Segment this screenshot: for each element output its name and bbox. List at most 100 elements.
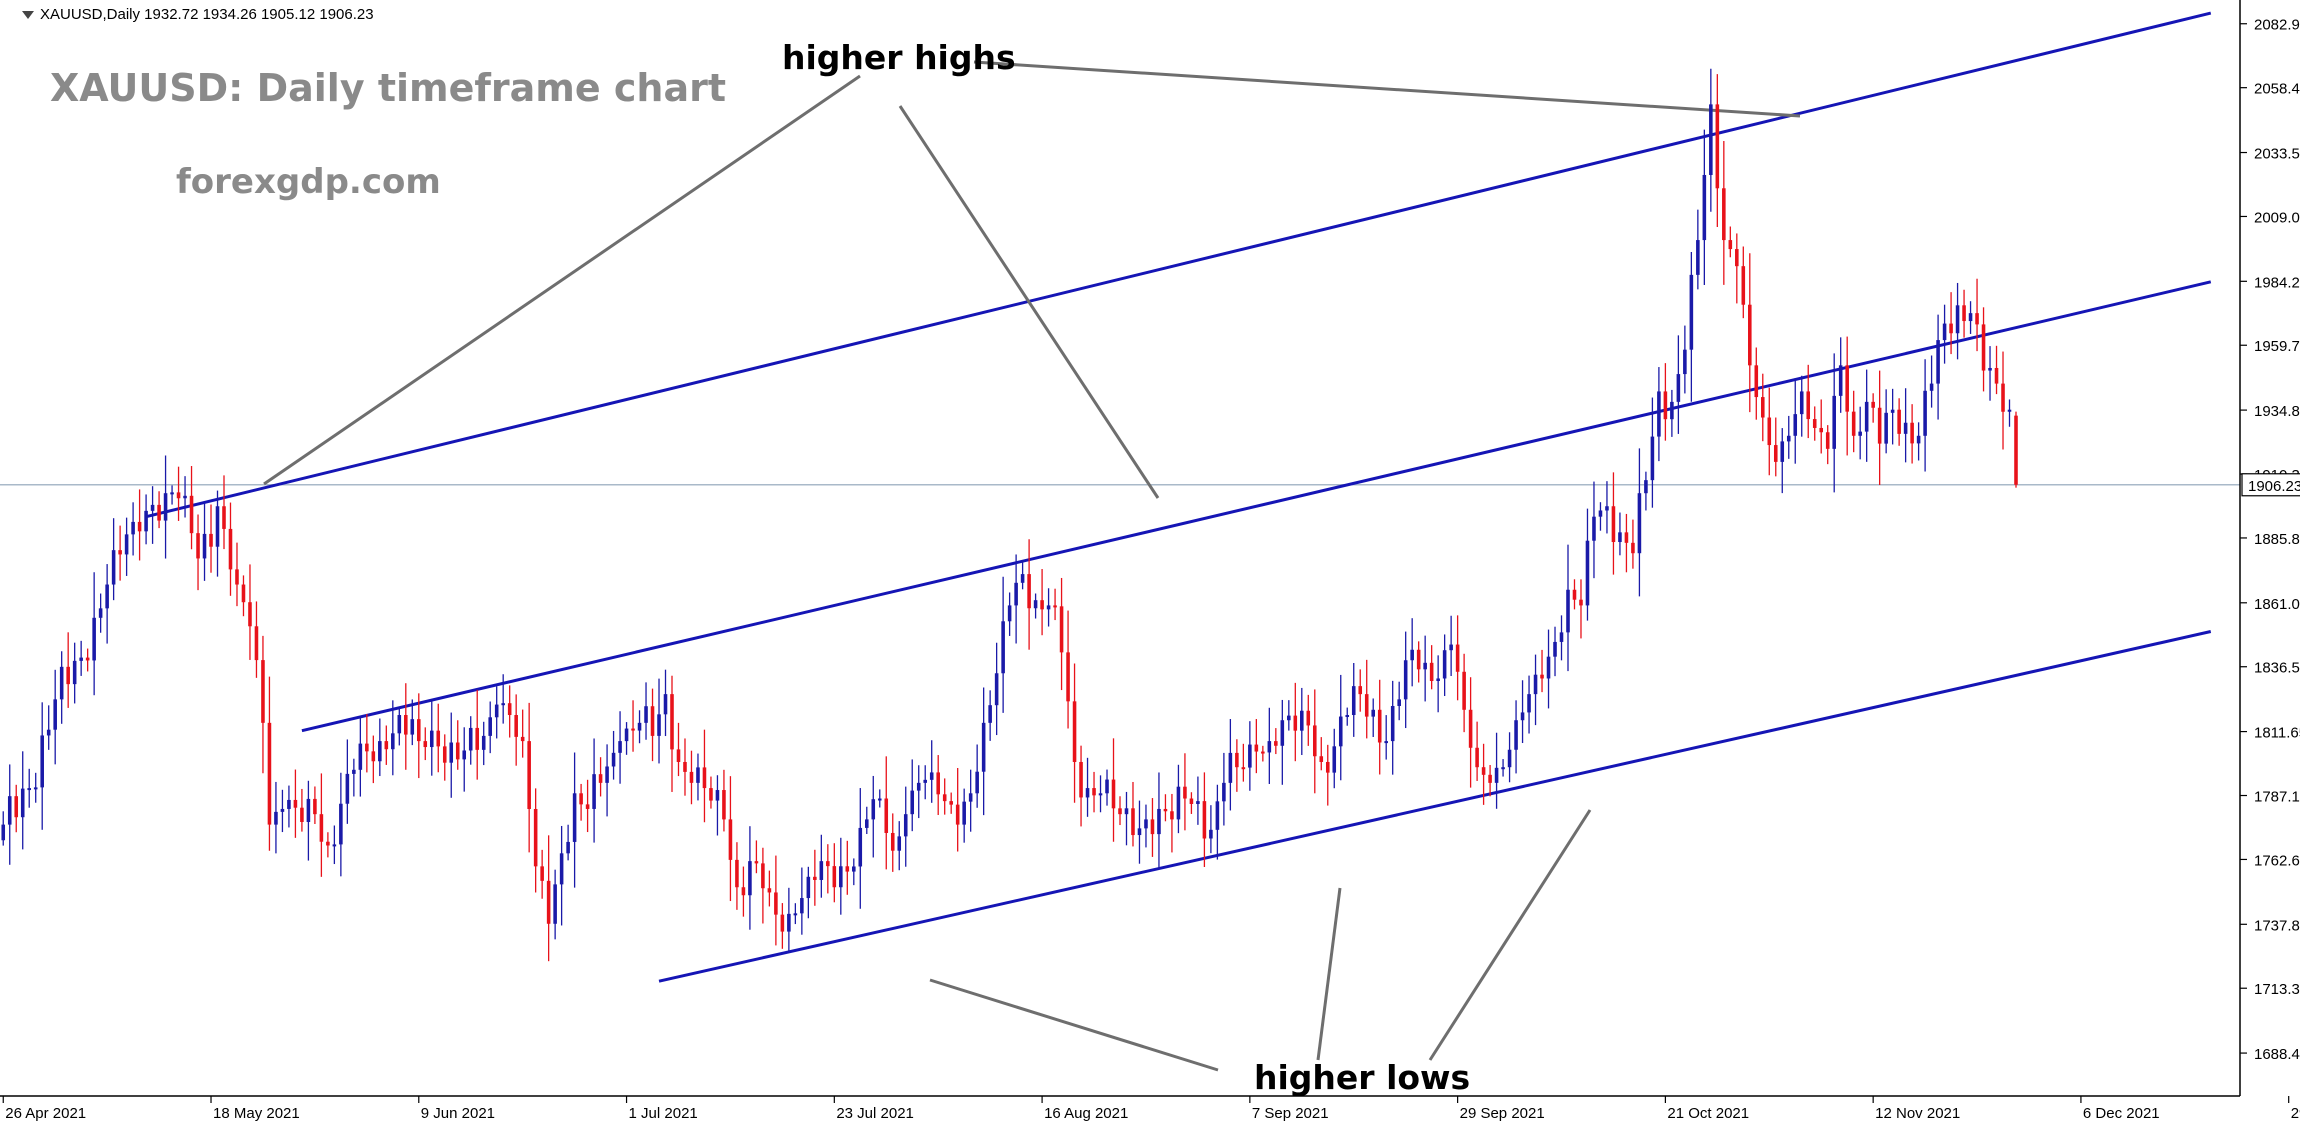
- candle-body: [1397, 699, 1401, 706]
- candle: [1312, 689, 1317, 794]
- candle: [449, 712, 454, 798]
- candle: [1053, 588, 1057, 621]
- candle-body: [7, 796, 12, 825]
- candle: [910, 759, 915, 832]
- annotation-pointer-3: [973, 60, 1801, 118]
- candle-body: [1364, 694, 1369, 717]
- candle-body: [475, 727, 480, 750]
- candle: [494, 686, 499, 739]
- candle-body: [1085, 788, 1090, 798]
- candle-body: [1786, 435, 1791, 442]
- candle: [423, 727, 428, 761]
- candle-body: [1923, 390, 1927, 436]
- candle-body: [1092, 788, 1096, 796]
- candle-body: [332, 844, 337, 847]
- candle: [429, 699, 434, 776]
- candle: [592, 738, 596, 843]
- candle-body: [644, 706, 648, 723]
- candle-body: [274, 811, 278, 825]
- candle-body: [1572, 589, 1577, 600]
- candle: [1300, 687, 1304, 756]
- candle-body: [540, 866, 544, 881]
- channel-line-3[interactable]: [658, 630, 2212, 983]
- channel-line-2[interactable]: [301, 280, 2212, 733]
- candle: [1189, 792, 1194, 814]
- candle-body: [1079, 761, 1083, 798]
- candle: [1364, 659, 1369, 739]
- triangle-down-icon[interactable]: [22, 11, 34, 20]
- candle-body: [903, 814, 908, 837]
- candle: [1222, 752, 1226, 826]
- candle: [1767, 387, 1772, 476]
- candle-body: [598, 774, 603, 783]
- candle-body: [410, 719, 415, 735]
- symbol-header[interactable]: XAUUSD,Daily 1932.72 1934.26 1905.12 190…: [22, 6, 374, 23]
- candle: [488, 701, 492, 754]
- candle-body: [1962, 305, 1966, 322]
- candle: [475, 689, 480, 780]
- candle: [59, 651, 64, 724]
- candle: [105, 564, 109, 644]
- y-tick-label: 1688.45: [2254, 1046, 2300, 1063]
- candle-body: [579, 793, 583, 805]
- candle: [546, 835, 551, 962]
- candle: [1663, 363, 1668, 441]
- candle-body: [2007, 409, 2012, 412]
- candle-body: [1877, 407, 1882, 444]
- candle: [1838, 337, 1843, 413]
- candle-body: [520, 736, 525, 742]
- candle: [339, 772, 343, 877]
- candle: [14, 784, 19, 833]
- channel-line-1[interactable]: [145, 11, 2212, 519]
- candle-body: [1799, 391, 1804, 415]
- candle-body: [806, 876, 811, 899]
- candle-body: [890, 832, 895, 851]
- candle: [1968, 301, 1973, 334]
- candle: [1540, 649, 1544, 693]
- x-tick-label: 26 Apr 2021: [5, 1105, 86, 1122]
- candle: [1325, 744, 1330, 806]
- candle: [514, 694, 518, 766]
- candle: [1455, 615, 1460, 701]
- candle: [98, 593, 103, 633]
- candle-body: [728, 819, 733, 860]
- x-tick-label: 6 Dec 2021: [2083, 1105, 2160, 1122]
- candle-body: [1163, 808, 1168, 812]
- candle: [1832, 353, 1836, 493]
- candle-body: [1507, 749, 1512, 768]
- candle-body: [1020, 574, 1025, 583]
- candle-body: [852, 866, 856, 872]
- candle-body: [455, 742, 460, 760]
- candle: [955, 767, 960, 852]
- candle-body: [1696, 240, 1700, 275]
- candle: [1748, 253, 1752, 413]
- candle-body: [1748, 304, 1752, 366]
- candle: [1410, 618, 1414, 687]
- candle: [131, 502, 135, 556]
- candle: [1975, 278, 1979, 352]
- candle-body: [1670, 401, 1674, 420]
- candle-body: [1644, 480, 1648, 494]
- candle: [845, 840, 850, 895]
- candle: [877, 789, 882, 808]
- candle: [942, 778, 947, 815]
- y-tick-label: 1861.00: [2254, 596, 2300, 613]
- candle: [293, 769, 298, 838]
- candle: [1728, 226, 1733, 258]
- x-tick-label: 29 Sep 2021: [1460, 1105, 1545, 1122]
- candle: [1332, 728, 1337, 789]
- candle: [352, 758, 356, 797]
- candle: [1196, 776, 1200, 825]
- candle: [1773, 417, 1778, 477]
- candle-body: [1254, 744, 1259, 752]
- candle: [1949, 292, 1953, 355]
- candle: [1137, 800, 1142, 864]
- candle: [2001, 351, 2005, 450]
- candle-body: [1390, 705, 1395, 742]
- candle: [1760, 373, 1765, 442]
- candle: [949, 792, 953, 814]
- candle: [1507, 732, 1512, 783]
- candle: [1605, 481, 1609, 534]
- candle: [1709, 68, 1713, 212]
